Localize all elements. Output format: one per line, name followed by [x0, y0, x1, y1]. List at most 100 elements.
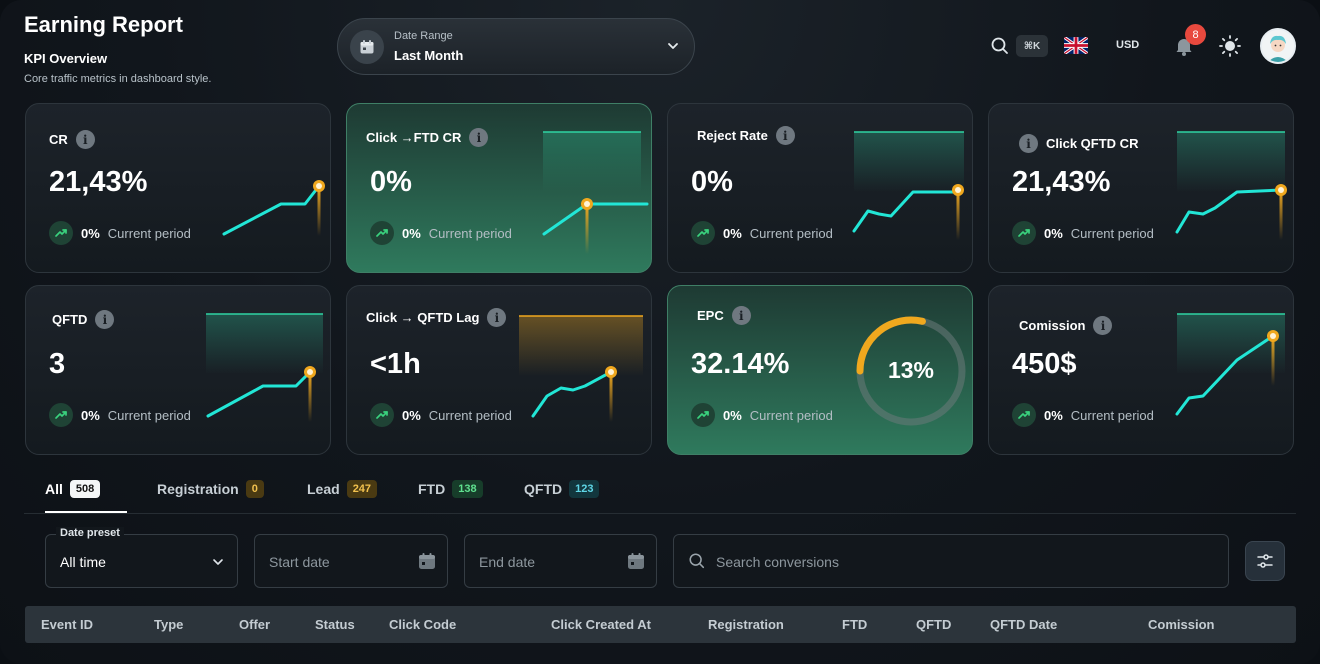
gauge-value: 13%: [887, 357, 935, 383]
kpi-footer: 0% Current period: [1012, 403, 1154, 427]
start-date-field[interactable]: Start date: [254, 534, 448, 588]
kpi-title: Click → QFTD Lag i: [366, 308, 507, 327]
column-header[interactable]: FTD: [842, 617, 868, 632]
kpi-value: 21,43%: [1012, 166, 1111, 198]
avatar[interactable]: [1260, 28, 1296, 64]
date-range-picker[interactable]: Date Range Last Month: [337, 18, 695, 75]
trend-up-icon: [1012, 403, 1036, 427]
kpi-change: 0%: [1044, 407, 1063, 423]
start-date-placeholder: Start date: [269, 554, 330, 570]
kpi-footer: 0% Current period: [370, 221, 512, 245]
info-icon[interactable]: i: [731, 306, 751, 325]
trend-up-icon: [49, 403, 73, 427]
tab-qftd[interactable]: QFTD 123: [524, 480, 600, 498]
kpi-title-label: EPC: [697, 308, 724, 323]
section-subtitle: Core traffic metrics in dashboard style.: [24, 73, 212, 85]
kpi-period: Current period: [1070, 225, 1154, 241]
column-header[interactable]: Event ID: [41, 617, 94, 632]
trend-up-icon: [691, 221, 715, 245]
kpi-change: 0%: [723, 407, 742, 423]
kpi-card: QFTD i 3 0% Current period: [25, 285, 331, 455]
tab-all[interactable]: All 508: [45, 480, 101, 498]
tab-label: Lead: [307, 481, 340, 497]
date-preset-select[interactable]: Date preset All time: [45, 527, 238, 588]
column-header[interactable]: Comission: [1148, 617, 1215, 632]
filter-settings-button[interactable]: [1245, 541, 1285, 581]
end-date-field[interactable]: End date: [464, 534, 657, 588]
uk-flag-icon[interactable]: [1064, 37, 1088, 54]
kpi-change: 0%: [402, 407, 421, 423]
tab-ftd[interactable]: FTD 138: [418, 480, 483, 498]
sparkline-chart: [542, 131, 649, 254]
chevron-down-icon: [211, 555, 225, 574]
kpi-title: QFTD i: [52, 310, 115, 329]
kpi-period: Current period: [107, 407, 191, 423]
currency-selector[interactable]: USD: [1116, 39, 1140, 51]
search-placeholder: Search conversions: [716, 554, 839, 570]
column-header[interactable]: Click Code: [389, 617, 457, 632]
kpi-footer: 0% Current period: [691, 221, 833, 245]
toolbar: ⌘K USD 8: [990, 24, 1296, 64]
column-header[interactable]: Click Created At: [551, 617, 651, 632]
calendar-icon[interactable]: [626, 551, 646, 576]
conversion-tabs: All 508 Registration 0 Lead 247 FTD 138 QFTD 123: [24, 476, 1296, 514]
column-header[interactable]: QFTD Date: [990, 617, 1058, 632]
kpi-title-label: Click QFTD CR: [1046, 136, 1139, 151]
column-header[interactable]: Status: [315, 617, 355, 632]
column-header[interactable]: QFTD: [916, 617, 952, 632]
kpi-card: i Click QFTD CR 21,43% 0% Current period: [988, 103, 1294, 273]
end-date-placeholder: End date: [479, 554, 536, 570]
kpi-change: 0%: [1044, 225, 1063, 241]
tab-count-badge: 123: [569, 480, 600, 498]
sun-icon[interactable]: [1218, 34, 1242, 58]
column-header[interactable]: Offer: [239, 617, 271, 632]
sparkline-chart: [206, 313, 323, 422]
search-conversions-input[interactable]: Search conversions: [673, 534, 1229, 588]
sparkline-chart: [519, 315, 643, 422]
kpi-card: Comission i 450$ 0% Current period: [988, 285, 1294, 455]
search-icon[interactable]: [990, 36, 1010, 56]
info-icon[interactable]: i: [469, 128, 489, 147]
kpi-change: 0%: [81, 225, 100, 241]
tab-lead[interactable]: Lead 247: [307, 480, 378, 498]
active-tab-underline: [45, 511, 127, 513]
info-icon[interactable]: i: [95, 310, 115, 329]
date-range-label: Date Range: [394, 30, 453, 42]
calendar-icon[interactable]: [417, 551, 437, 576]
column-header[interactable]: Type: [154, 617, 184, 632]
kpi-title: Comission i: [1019, 316, 1113, 335]
kpi-period: Current period: [1070, 407, 1154, 423]
kpi-title: EPC i: [697, 306, 751, 325]
kpi-title: i Click QFTD CR: [1019, 134, 1138, 153]
info-icon[interactable]: i: [775, 126, 795, 145]
kpi-period: Current period: [749, 225, 833, 241]
trend-up-icon: [370, 403, 394, 427]
kpi-footer: 0% Current period: [370, 403, 512, 427]
kpi-value: 3: [49, 348, 66, 380]
info-icon[interactable]: i: [487, 308, 507, 327]
tab-registration[interactable]: Registration 0: [157, 480, 264, 498]
kpi-card: EPC i 32.14% 0% Current period 13%: [667, 285, 973, 455]
sparkline-chart: [222, 180, 325, 236]
info-icon[interactable]: i: [1093, 316, 1113, 335]
notification-badge: 8: [1185, 24, 1206, 45]
kpi-card: CR i 21,43% 0% Current period: [25, 103, 331, 273]
info-icon[interactable]: i: [1019, 134, 1038, 153]
page-title: Earning Report: [24, 12, 183, 37]
tab-count-badge: 138: [452, 480, 483, 498]
section-title: KPI Overview: [24, 51, 108, 66]
column-header[interactable]: Registration: [708, 617, 784, 632]
kpi-change: 0%: [81, 407, 100, 423]
kpi-title-label: Click →FTD CR: [366, 130, 462, 145]
kpi-title-label: CR: [49, 132, 68, 147]
kpi-value: <1h: [370, 348, 421, 380]
search-icon: [688, 552, 706, 575]
kpi-footer: 0% Current period: [49, 403, 191, 427]
kpi-title: Click →FTD CR i: [366, 128, 489, 147]
tab-label: Registration: [157, 481, 239, 497]
kpi-footer: 0% Current period: [49, 221, 191, 245]
sparkline-chart: [852, 131, 964, 240]
table-header: Event ID Type Offer Status Click Code Click C…: [25, 606, 1296, 643]
info-icon[interactable]: i: [75, 130, 95, 149]
kpi-value: 21,43%: [49, 166, 148, 198]
